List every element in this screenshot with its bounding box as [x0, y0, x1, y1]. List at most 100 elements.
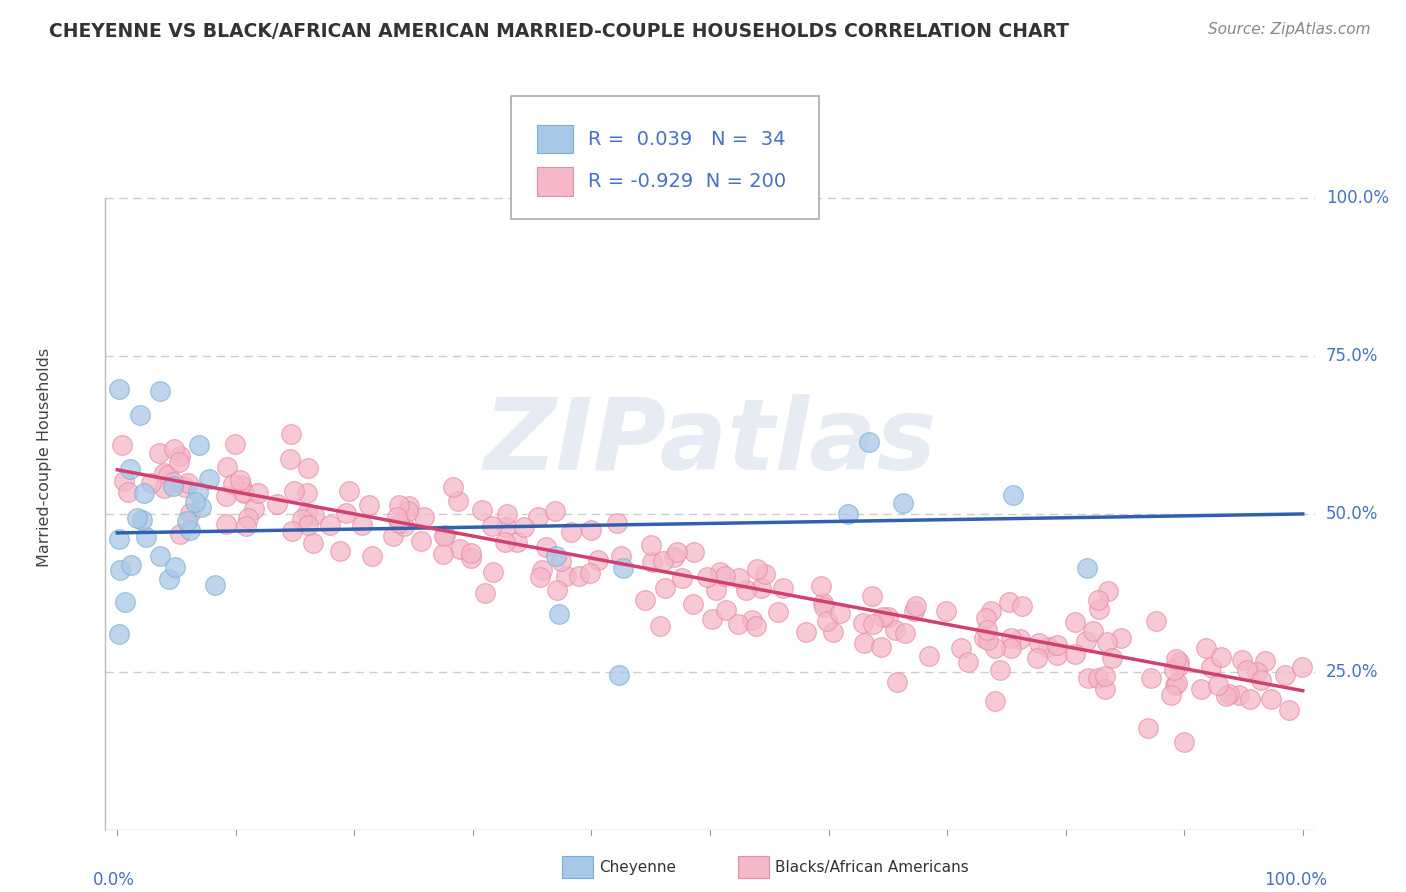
Point [1236, 663, 1258, 677]
Point [108, 627, 131, 641]
Point [398, 499, 420, 513]
Point [297, 486, 319, 500]
Point [741, 613, 763, 627]
Point [1025, 651, 1047, 665]
Point [177, 476, 200, 491]
FancyBboxPatch shape [510, 96, 818, 219]
Point [120, 558, 142, 572]
Point [131, 513, 153, 527]
Point [918, 648, 941, 663]
Point [409, 534, 432, 549]
Point [441, 480, 464, 494]
Point [169, 449, 191, 463]
Text: 25.0%: 25.0% [1326, 663, 1378, 681]
Point [1002, 488, 1025, 502]
Point [974, 610, 997, 624]
Point [1088, 601, 1111, 615]
Point [977, 633, 1000, 648]
Point [1166, 676, 1188, 690]
Point [112, 474, 135, 488]
Point [794, 625, 817, 640]
Point [190, 500, 212, 514]
Point [1254, 655, 1277, 669]
Point [1064, 647, 1087, 661]
Text: 0.0%: 0.0% [93, 871, 135, 888]
Point [1000, 640, 1022, 655]
Point [956, 655, 979, 669]
Point [641, 555, 664, 569]
Point [110, 564, 132, 578]
Point [766, 605, 789, 619]
Point [1097, 584, 1119, 599]
Text: Source: ZipAtlas.com: Source: ZipAtlas.com [1208, 22, 1371, 37]
Point [606, 516, 628, 530]
Point [204, 577, 226, 591]
Text: ZIPatlas: ZIPatlas [484, 393, 936, 491]
Point [496, 508, 519, 522]
Point [544, 504, 567, 518]
Point [682, 597, 704, 611]
Point [640, 538, 662, 552]
Point [837, 507, 859, 521]
Point [179, 523, 201, 537]
Point [494, 535, 516, 549]
Point [662, 550, 685, 565]
Point [1160, 688, 1182, 702]
Point [1028, 636, 1050, 650]
Point [111, 438, 134, 452]
Point [704, 582, 727, 597]
Point [297, 518, 319, 533]
Point [152, 481, 174, 495]
Point [278, 452, 301, 467]
Text: 100.0%: 100.0% [1264, 871, 1327, 888]
Point [1218, 687, 1240, 701]
Point [745, 562, 768, 576]
Point [280, 426, 302, 441]
Point [337, 484, 360, 499]
Point [167, 455, 190, 469]
Point [568, 568, 591, 582]
Point [546, 582, 568, 597]
Point [1109, 632, 1132, 646]
Point [232, 485, 254, 500]
Point [388, 516, 411, 530]
Point [988, 663, 1011, 677]
Point [550, 554, 572, 568]
Point [891, 496, 914, 510]
Point [749, 581, 772, 595]
Point [1101, 650, 1123, 665]
Point [176, 514, 198, 528]
Point [290, 512, 312, 526]
Point [297, 461, 319, 475]
Point [903, 604, 925, 618]
Point [236, 510, 259, 524]
Point [215, 459, 238, 474]
Point [163, 560, 186, 574]
Point [1163, 663, 1185, 677]
Point [432, 547, 454, 561]
FancyBboxPatch shape [537, 125, 574, 153]
Point [810, 579, 832, 593]
Point [1260, 692, 1282, 706]
Point [471, 502, 494, 516]
Point [862, 617, 884, 632]
Point [447, 494, 470, 508]
Point [184, 495, 207, 509]
Point [302, 535, 325, 549]
Point [984, 640, 1007, 655]
Point [132, 485, 155, 500]
Point [1195, 641, 1218, 656]
Point [243, 501, 266, 516]
Point [135, 530, 157, 544]
Point [222, 477, 245, 491]
Point [554, 569, 576, 583]
Point [1278, 703, 1301, 717]
Point [1173, 735, 1195, 749]
Point [1076, 561, 1098, 575]
Point [495, 520, 517, 534]
Point [886, 675, 908, 690]
Point [157, 572, 180, 586]
Point [530, 563, 553, 577]
Point [129, 409, 152, 423]
Point [894, 626, 917, 640]
